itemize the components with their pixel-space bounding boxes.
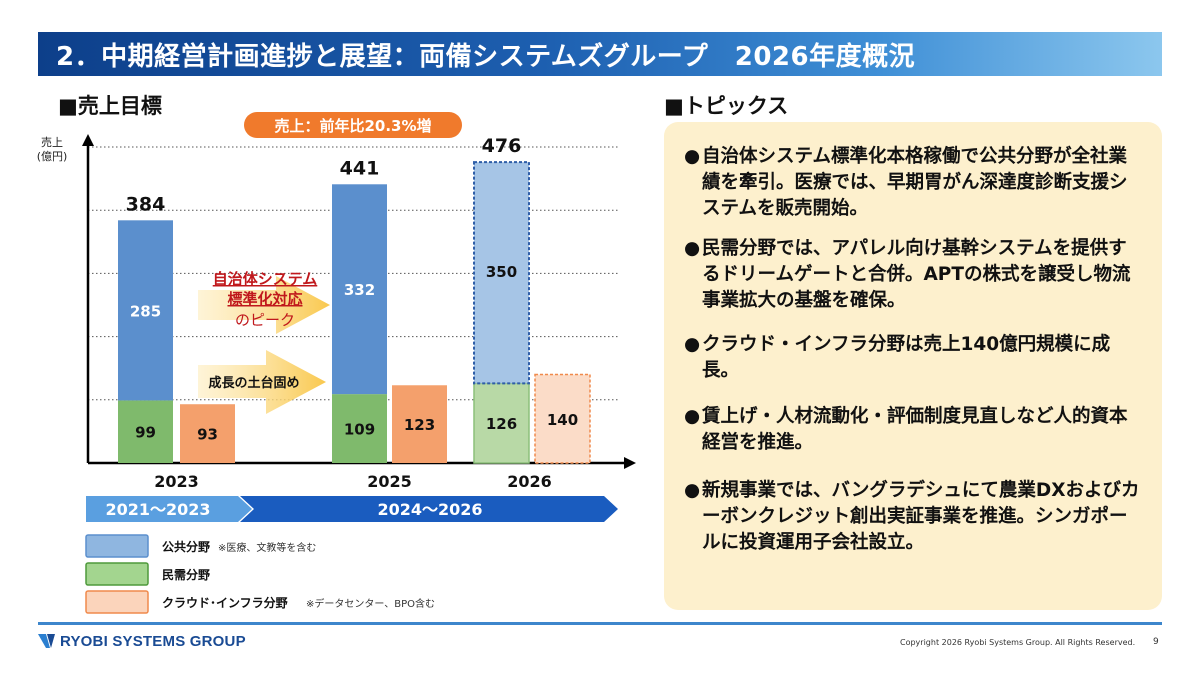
legend-label: 民需分野	[162, 567, 210, 582]
title-bar: 2．中期経営計画進捗と展望：両備システムズグループ 2026年度概況	[38, 32, 1162, 76]
bar-private	[332, 394, 387, 463]
bar-label-public: 332	[344, 281, 375, 299]
legend-label: クラウド･インフラ分野	[162, 595, 288, 610]
arrow-shape-icon	[198, 350, 326, 414]
total-label: 441	[340, 157, 380, 179]
bullet-icon: ●	[684, 406, 701, 427]
footer-divider	[38, 622, 1162, 625]
arrow-shape-icon	[198, 276, 330, 334]
bullet-icon: ●	[684, 480, 701, 501]
bar-label-private: 109	[344, 421, 375, 439]
bar-cloud	[534, 373, 591, 464]
category-label: 2026	[507, 472, 552, 491]
topics-heading: ■トピックス	[664, 94, 789, 118]
logo-mark-icon	[38, 634, 55, 648]
period-band-1	[86, 496, 252, 522]
category-label: 2023	[154, 472, 199, 491]
period-label-2: 2024～2026	[377, 500, 482, 519]
legend-swatch	[85, 562, 149, 586]
annotation-text: 標準化対応	[227, 290, 302, 308]
bar-private	[473, 382, 530, 464]
sales-chart: 売上(億円) 99 285 93 384 2023 109 332 123 441 2025 126 3…	[37, 112, 636, 614]
company-logo: RYOBI SYSTEMS GROUP	[38, 631, 246, 651]
period-band-2	[240, 496, 618, 522]
x-axis-arrow-icon	[624, 457, 636, 469]
topic-item: ● 民需分野では、アパレル向け基幹システムを提供するドリームゲートと合併。APT…	[684, 236, 1144, 314]
callout-badge	[244, 112, 462, 138]
topic-item: ● 新規事業では、バングラデシュにて農業DXおよびカーボンクレジット創出実証事業…	[684, 478, 1144, 556]
callout-text: 売上：前年比20.3%増	[274, 117, 431, 135]
topic-text: クラウド・インフラ分野は売上140億円規模に成長。	[702, 334, 1111, 381]
total-label: 384	[126, 193, 166, 215]
legend-note: ※医療、文教等を含む	[218, 541, 316, 554]
bar-label-private: 99	[135, 424, 156, 442]
legend-swatch	[85, 590, 149, 614]
bar-public	[118, 220, 173, 401]
slide-title: 2．中期経営計画進捗と展望：両備システムズグループ 2026年度概況	[56, 42, 916, 72]
bullet-icon: ●	[684, 238, 701, 259]
logo-text: RYOBI SYSTEMS GROUP	[60, 632, 246, 650]
topics-panel: ● 自治体システム標準化本格稼働で公共分野が全社業績を牽引。医療では、早期胃がん…	[664, 122, 1162, 610]
topic-text: 新規事業では、バングラデシュにて農業DXおよびカーボンクレジット創出実証事業を推…	[702, 480, 1140, 553]
bar-label-public: 285	[130, 302, 161, 320]
annotation-text: のピーク	[235, 311, 295, 329]
y-axis-label: (億円)	[37, 150, 68, 163]
bar-public	[473, 161, 530, 385]
page-number: 9	[1153, 637, 1159, 647]
total-label: 476	[482, 135, 522, 157]
bullet-icon: ●	[684, 334, 701, 355]
legend-note: ※データセンター、BPO含む	[306, 597, 435, 610]
bar-label-cloud: 93	[197, 426, 218, 444]
topic-text: 賃上げ・人材流動化・評価制度見直しなど人的資本経営を推進。	[702, 406, 1128, 453]
legend-label: 公共分野	[162, 539, 210, 554]
copyright: Copyright 2026 Ryobi Systems Group. All …	[900, 638, 1136, 647]
category-label: 2025	[367, 472, 412, 491]
legend-swatch	[85, 534, 149, 558]
topic-item: ● 自治体システム標準化本格稼働で公共分野が全社業績を牽引。医療では、早期胃がん…	[684, 144, 1144, 222]
bar-label-cloud: 140	[547, 411, 578, 429]
bar-private	[118, 400, 173, 463]
topic-item: ● クラウド・インフラ分野は売上140億円規模に成長。	[684, 332, 1144, 384]
sales-target-heading: ■売上目標	[58, 94, 162, 118]
topic-text: 民需分野では、アパレル向け基幹システムを提供するドリームゲートと合併。APTの株…	[702, 238, 1131, 311]
bar-cloud	[392, 385, 447, 463]
period-label-1: 2021～2023	[105, 500, 210, 519]
bar-label-private: 126	[486, 415, 517, 433]
bar-cloud	[180, 404, 235, 463]
annotation-text: 成長の土台固め	[208, 375, 299, 391]
bullet-icon: ●	[684, 146, 701, 167]
bar-label-cloud: 123	[404, 416, 435, 434]
annotation-text: 自治体システム	[213, 270, 318, 288]
y-axis-arrow-icon	[82, 134, 94, 146]
topic-item: ● 賃上げ・人材流動化・評価制度見直しなど人的資本経営を推進。	[684, 404, 1144, 456]
bar-public	[332, 184, 387, 395]
topic-text: 自治体システム標準化本格稼働で公共分野が全社業績を牽引。医療では、早期胃がん深達…	[702, 146, 1128, 219]
bar-label-public: 350	[486, 263, 517, 281]
y-axis-label: 売上	[41, 136, 63, 149]
